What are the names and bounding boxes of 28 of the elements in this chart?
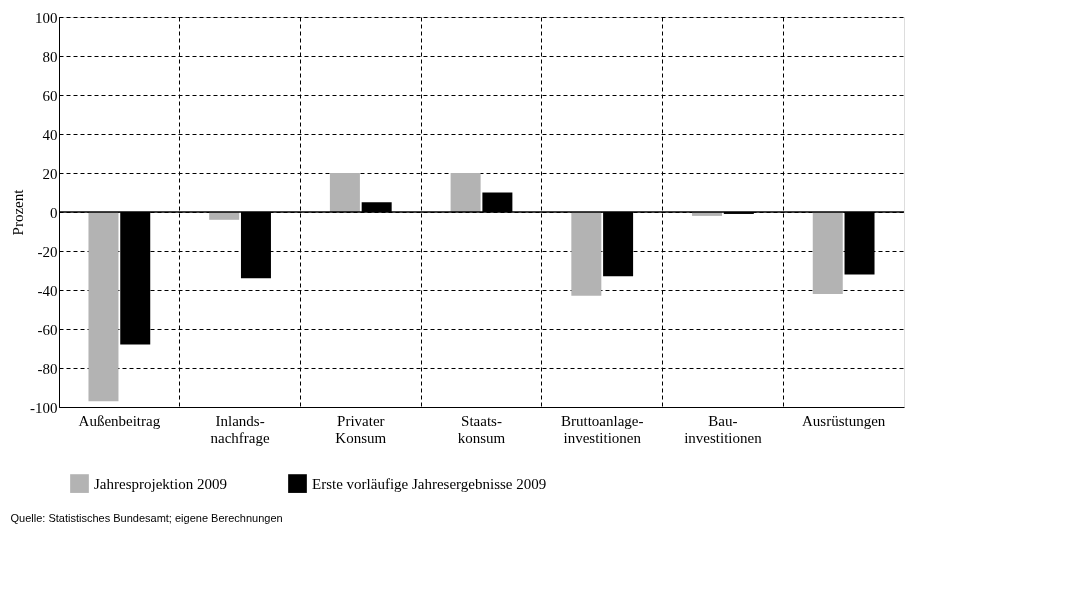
y-tick-label: -20 <box>37 243 58 260</box>
y-tick-label: 100 <box>35 9 58 26</box>
y-tick-label: -40 <box>37 282 58 299</box>
bar <box>812 212 843 294</box>
y-tick-label: 60 <box>42 87 58 104</box>
x-tick-label: Privater Konsum <box>335 412 387 446</box>
y-tick-label: 0 <box>50 204 58 221</box>
legend-label: Erste vorläufige Jahresergebnisse 2009 <box>312 475 547 492</box>
bar <box>450 173 481 212</box>
legend-label: Jahresprojektion 2009 <box>94 475 227 492</box>
y-tick-label: -60 <box>37 321 58 338</box>
x-tick-label: Ausrüstungen <box>801 412 886 429</box>
x-tick-label: Bau- investitionen <box>684 412 763 446</box>
y-tick-label: -80 <box>37 360 58 377</box>
x-tick-label: Inlands- nachfrage <box>210 412 270 446</box>
bar <box>329 173 360 212</box>
bar <box>209 212 240 220</box>
source-note: Quelle: Statistisches Bundesamt; eigene Berechnungen <box>10 512 283 524</box>
y-tick-label: 20 <box>42 165 58 182</box>
y-tick-label: 80 <box>42 48 58 65</box>
x-tick-label: Staats- konsum <box>457 412 506 446</box>
y-axis-title: Prozent <box>10 188 26 236</box>
bar <box>88 212 119 402</box>
bar <box>571 212 602 296</box>
x-tick-label: Bruttoanlage- investitionen <box>560 412 644 446</box>
y-tick-label: 40 <box>42 126 58 143</box>
y-tick-label: -100 <box>30 399 58 416</box>
x-tick-label: Außenbeitrag <box>78 412 161 429</box>
